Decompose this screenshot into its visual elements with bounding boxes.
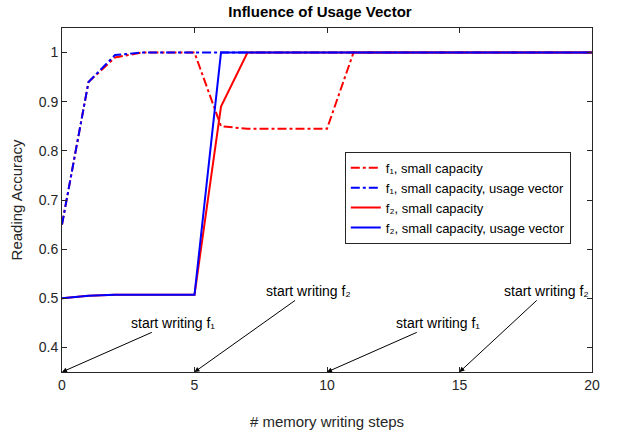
svg-text:0.8: 0.8 bbox=[39, 143, 59, 159]
svg-text:start writing f₁: start writing f₁ bbox=[396, 315, 480, 331]
svg-text:f₁, small capacity: f₁, small capacity bbox=[386, 161, 483, 176]
svg-text:start writing f₂: start writing f₂ bbox=[266, 283, 351, 299]
svg-text:start writing f₁: start writing f₁ bbox=[131, 315, 215, 331]
svg-text:5: 5 bbox=[191, 377, 199, 393]
svg-text:f₂, small capacity: f₂, small capacity bbox=[386, 201, 484, 216]
svg-text:f₁, small capacity, usage vect: f₁, small capacity, usage vector bbox=[386, 181, 564, 196]
svg-text:10: 10 bbox=[319, 377, 335, 393]
svg-text:0.9: 0.9 bbox=[39, 94, 59, 110]
svg-text:Influence of Usage Vector: Influence of Usage Vector bbox=[228, 3, 412, 20]
svg-text:Reading Accuracy: Reading Accuracy bbox=[8, 139, 25, 260]
svg-text:1: 1 bbox=[50, 44, 58, 60]
svg-text:start writing f₂: start writing f₂ bbox=[504, 283, 589, 299]
svg-text:0.7: 0.7 bbox=[39, 192, 59, 208]
svg-text:20: 20 bbox=[584, 377, 600, 393]
svg-text:0.5: 0.5 bbox=[39, 290, 59, 306]
svg-text:# memory writing steps: # memory writing steps bbox=[250, 413, 404, 430]
svg-text:0: 0 bbox=[58, 377, 66, 393]
svg-text:f₂, small capacity, usage vect: f₂, small capacity, usage vector bbox=[386, 221, 565, 236]
svg-text:0.6: 0.6 bbox=[39, 241, 59, 257]
svg-text:15: 15 bbox=[452, 377, 468, 393]
svg-text:0.4: 0.4 bbox=[39, 339, 59, 355]
